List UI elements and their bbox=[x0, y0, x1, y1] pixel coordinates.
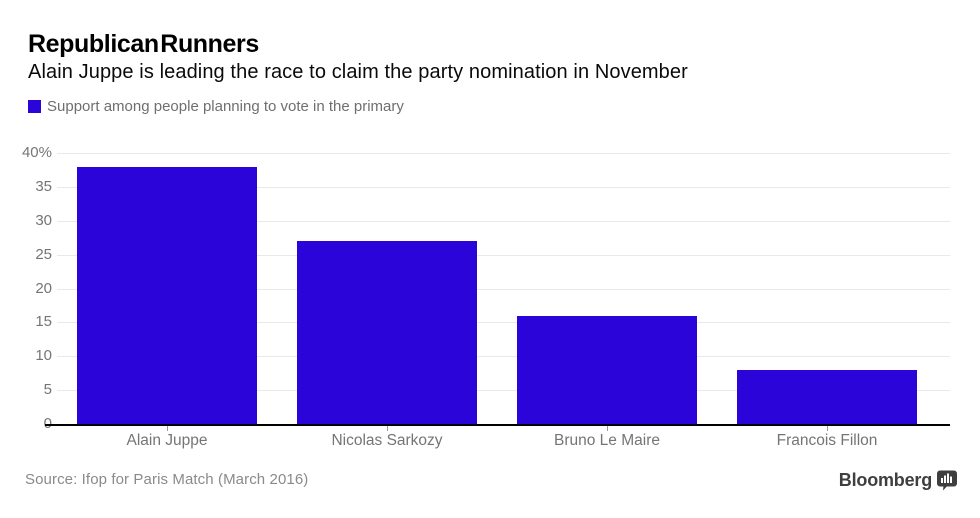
source-note: Source: Ifop for Paris Match (March 2016… bbox=[25, 471, 309, 488]
bloomberg-logo: Bloomberg bbox=[839, 468, 957, 492]
y-tick-label-20: 20 bbox=[35, 279, 52, 297]
gridline-40 bbox=[57, 153, 950, 154]
gridline-5 bbox=[57, 390, 950, 392]
gridline-15 bbox=[57, 322, 950, 324]
gridline-30 bbox=[57, 220, 950, 222]
y-tick-label-25: 25 bbox=[35, 245, 52, 263]
y-tick-label-10: 10 bbox=[35, 347, 52, 365]
x-tick-1 bbox=[166, 426, 168, 431]
gridline-25 bbox=[57, 254, 950, 256]
y-tick-label-40: 40% bbox=[21, 144, 52, 161]
y-tick-label-5: 5 bbox=[43, 381, 52, 399]
x-tick-2 bbox=[386, 426, 388, 431]
bloomberg-wordmark: Bloomberg bbox=[838, 469, 932, 490]
gridline-20 bbox=[57, 288, 950, 290]
y-tick-label-0: 0 bbox=[0, 416, 52, 432]
gridline-35 bbox=[57, 186, 950, 188]
x-axis-line bbox=[45, 424, 950, 426]
bar-bruno-le-maire bbox=[517, 316, 697, 424]
chart-title: Republican Runners bbox=[28, 30, 259, 58]
category-label-4: Francois Fillon bbox=[776, 432, 878, 449]
x-tick-4 bbox=[826, 426, 828, 431]
bloomberg-chart-bubble-icon bbox=[937, 470, 957, 490]
legend-swatch bbox=[28, 100, 41, 113]
legend-label: Support among people planning to vote in… bbox=[47, 98, 404, 115]
category-label-3: Bruno Le Maire bbox=[554, 432, 660, 449]
bar-alain-juppe bbox=[77, 167, 257, 424]
plot-area bbox=[57, 153, 950, 424]
legend: Support among people planning to vote in… bbox=[28, 98, 404, 115]
y-axis-labels: 40% 35 30 25 20 15 10 5 0 bbox=[0, 145, 52, 432]
bar-francois-fillon bbox=[737, 370, 917, 424]
chart-subtitle: Alain Juppe is leading the race to claim… bbox=[28, 61, 688, 83]
category-label-1: Alain Juppe bbox=[126, 432, 208, 449]
y-tick-label-15: 15 bbox=[35, 313, 52, 331]
bar-nicolas-sarkozy bbox=[297, 241, 477, 424]
category-label-2: Nicolas Sarkozy bbox=[331, 432, 443, 449]
y-tick-label-30: 30 bbox=[35, 211, 52, 229]
x-tick-3 bbox=[606, 426, 608, 431]
x-axis-labels: Alain Juppe Nicolas Sarkozy Bruno Le Maire… bbox=[0, 426, 980, 456]
gridline-10 bbox=[57, 356, 950, 358]
y-tick-label-35: 35 bbox=[35, 177, 52, 195]
